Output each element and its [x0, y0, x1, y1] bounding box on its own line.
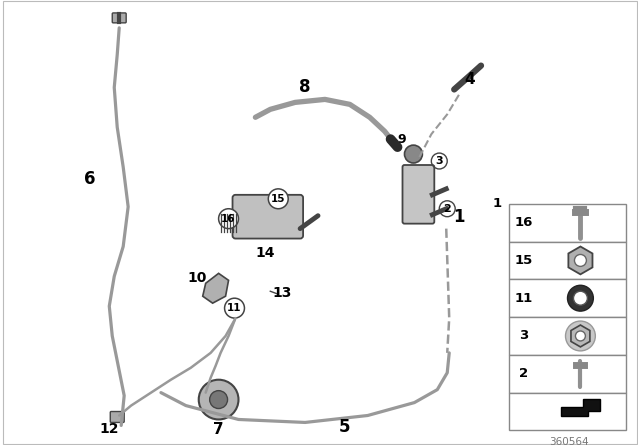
Text: 4: 4: [464, 72, 475, 87]
Circle shape: [568, 285, 593, 311]
Circle shape: [210, 391, 228, 409]
Circle shape: [573, 291, 588, 305]
Circle shape: [575, 254, 586, 267]
Circle shape: [225, 298, 244, 318]
Text: 8: 8: [300, 78, 311, 96]
Text: 2: 2: [444, 204, 451, 214]
Polygon shape: [571, 325, 590, 347]
Circle shape: [566, 321, 595, 351]
FancyBboxPatch shape: [110, 412, 124, 422]
Circle shape: [219, 209, 239, 228]
FancyBboxPatch shape: [403, 165, 435, 224]
Text: 10: 10: [187, 271, 207, 285]
Text: 16: 16: [515, 216, 533, 229]
Circle shape: [575, 331, 586, 341]
Text: 11: 11: [515, 292, 533, 305]
Text: 5: 5: [339, 418, 351, 436]
Text: 360564: 360564: [548, 437, 588, 448]
Text: 12: 12: [100, 422, 119, 436]
Bar: [509, 279, 626, 317]
Bar: [509, 392, 626, 431]
Polygon shape: [568, 246, 593, 274]
Text: 15: 15: [515, 254, 533, 267]
Text: 7: 7: [213, 422, 224, 437]
Circle shape: [404, 145, 422, 163]
Bar: [509, 204, 626, 241]
Text: 1: 1: [453, 208, 465, 226]
Text: 3: 3: [435, 156, 443, 166]
Circle shape: [268, 189, 288, 209]
Text: 2: 2: [519, 367, 529, 380]
Text: 9: 9: [397, 133, 406, 146]
Bar: [509, 355, 626, 392]
Text: 15: 15: [271, 194, 285, 204]
Circle shape: [199, 380, 239, 419]
Bar: [509, 241, 626, 279]
Text: 6: 6: [84, 170, 95, 188]
Text: 13: 13: [273, 286, 292, 300]
Text: 1: 1: [492, 197, 502, 210]
Polygon shape: [203, 273, 228, 303]
Polygon shape: [561, 399, 600, 417]
Text: 14: 14: [255, 246, 275, 260]
Text: 11: 11: [227, 303, 242, 313]
FancyBboxPatch shape: [232, 195, 303, 238]
Text: 3: 3: [519, 329, 529, 342]
Text: 16: 16: [221, 214, 236, 224]
FancyBboxPatch shape: [112, 13, 126, 23]
Bar: [509, 317, 626, 355]
